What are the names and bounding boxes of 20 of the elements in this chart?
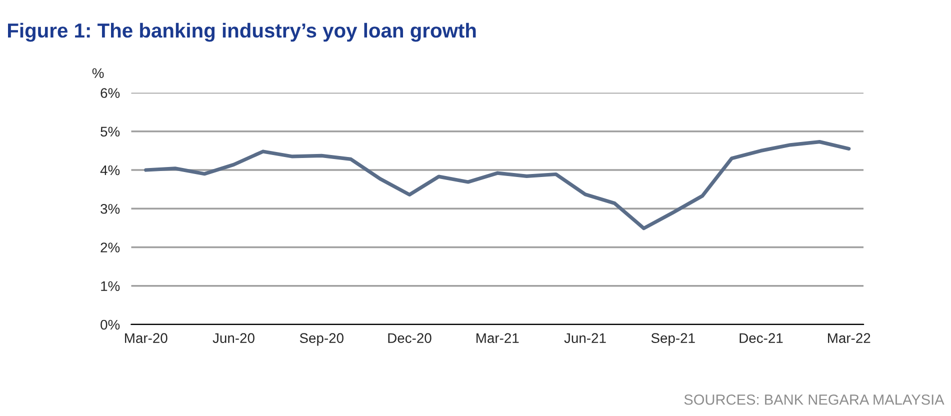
- x-tick-label: Sep-20: [300, 333, 344, 346]
- x-tick-label: Dec-20: [388, 333, 432, 344]
- x-tick-label: Mar-20: [125, 333, 168, 344]
- y-tick-label: 2%: [100, 242, 120, 252]
- x-tick-label: Mar-21: [476, 333, 519, 344]
- line-series: [144, 140, 851, 230]
- x-tick-label: Mar-22: [828, 333, 870, 344]
- x-tick-label: Sep-21: [651, 333, 695, 346]
- y-tick-label: 4%: [100, 165, 120, 176]
- y-tick-label: 6%: [100, 88, 120, 98]
- y-tick-label: 3%: [100, 204, 120, 214]
- source-note: SOURCES: BANK NEGARA MALAYSIA: [684, 394, 944, 405]
- y-tick-label: 1%: [101, 281, 120, 291]
- y-tick-label: 0%: [100, 320, 120, 330]
- chart-title: Figure 1: The banking industry’s yoy loan growth: [8, 22, 476, 42]
- y-tick-label: 5%: [100, 126, 120, 137]
- y-axis-title: %: [92, 68, 104, 78]
- x-tick-label: Jun-21: [564, 333, 606, 344]
- x-tick-label: Dec-21: [740, 333, 783, 344]
- x-tick-label: Jun-20: [212, 333, 254, 344]
